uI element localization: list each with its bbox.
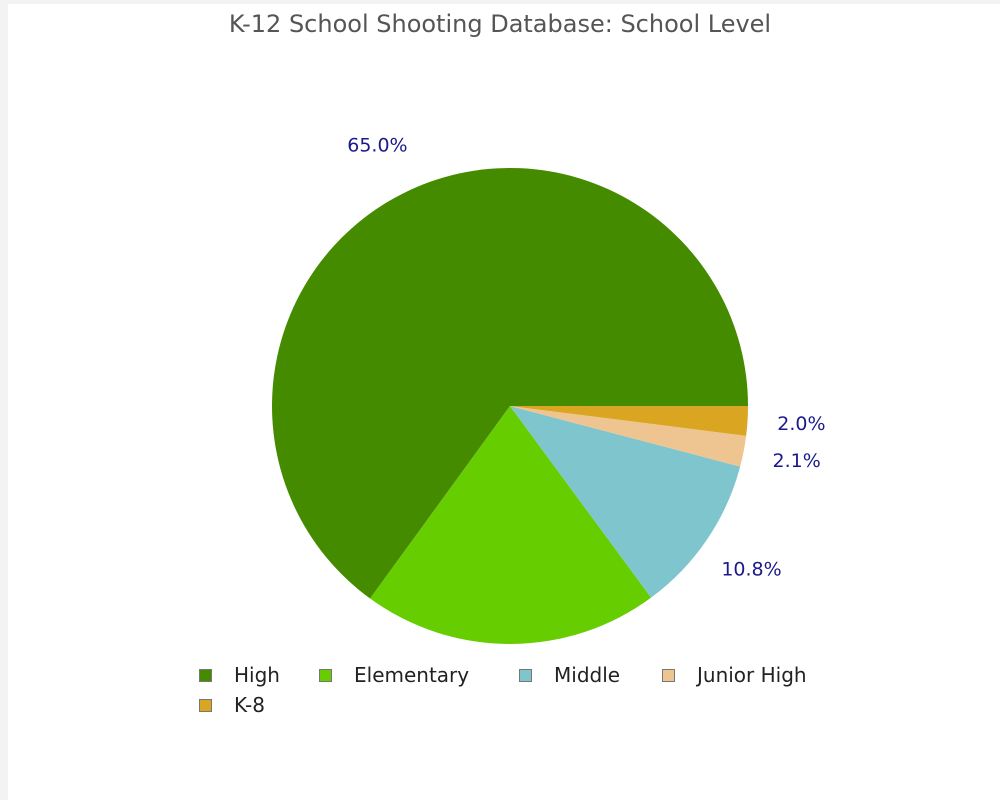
pie-labels: 65.0% 10.8% 2.1% 2.0% — [347, 134, 825, 580]
legend-label-high: High — [234, 663, 280, 687]
legend-swatch-k-8 — [199, 698, 212, 712]
legend-row: High Elementary Middle Junior High — [199, 661, 899, 691]
legend-swatch-junior-high — [662, 668, 675, 682]
pie-slice-k-8 — [510, 406, 748, 436]
pie-slice-junior-high — [510, 406, 747, 467]
legend-swatch-elementary — [319, 668, 332, 682]
legend-label-k-8: K-8 — [234, 693, 265, 717]
legend-label-middle: Middle — [554, 663, 621, 687]
pie-slice-elementary — [370, 406, 652, 645]
slice-label-k-8: 2.0% — [777, 413, 825, 435]
legend-item-high: High — [199, 661, 280, 689]
legend-row: K-8 — [199, 691, 899, 721]
pie-slice-middle — [510, 406, 741, 598]
chart-title: K-12 School Shooting Database: School Le… — [228, 10, 772, 38]
legend-item-elementary: Elementary — [319, 661, 469, 689]
legend-swatch-middle — [519, 668, 532, 682]
legend-item-junior-high: Junior High — [662, 661, 807, 689]
legend: High Elementary Middle Junior High K-8 — [199, 661, 899, 721]
slice-label-junior-high: 2.1% — [773, 450, 821, 472]
pie-slices — [272, 168, 748, 645]
legend-label-junior-high: Junior High — [697, 663, 807, 687]
slice-label-middle: 10.8% — [721, 559, 781, 581]
pie-slice-high — [272, 168, 748, 599]
legend-label-elementary: Elementary — [354, 663, 470, 687]
slice-label-high: 65.0% — [347, 134, 407, 156]
legend-item-k-8: K-8 — [199, 691, 265, 719]
legend-item-middle: Middle — [519, 661, 620, 689]
legend-swatch-high — [199, 668, 212, 682]
